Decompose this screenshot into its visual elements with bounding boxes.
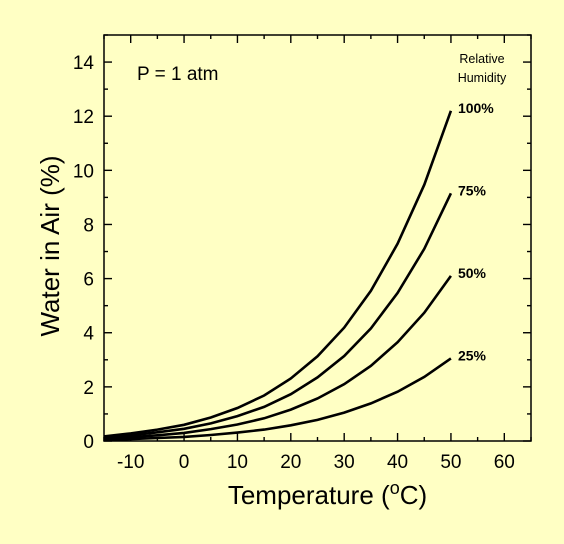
- y-tick-label: 14: [73, 53, 95, 74]
- x-axis-title-superscript: o: [390, 478, 400, 498]
- x-tick-label: 60: [494, 452, 515, 473]
- x-tick-label: 40: [387, 452, 408, 473]
- x-axis-title-unit: C): [400, 480, 427, 510]
- legend-title-line: Humidity: [458, 71, 507, 85]
- x-axis-title-text: Temperature (: [228, 480, 390, 510]
- x-tick-label: 20: [280, 452, 301, 473]
- x-tick-label: -10: [117, 452, 144, 473]
- y-tick-label: 2: [83, 378, 94, 399]
- pressure-annotation: P = 1 atm: [137, 64, 219, 85]
- series-label-75pct: 75%: [458, 182, 487, 198]
- legend-title-line: Relative: [459, 52, 504, 66]
- y-tick-label: 6: [83, 270, 94, 291]
- x-tick-label: 10: [227, 452, 248, 473]
- x-tick-label: 50: [440, 452, 461, 473]
- series-label-100pct: 100%: [458, 100, 494, 116]
- x-tick-label: 0: [179, 452, 190, 473]
- y-tick-label: 10: [73, 161, 94, 182]
- series-label-50pct: 50%: [458, 265, 487, 281]
- series-line-25pct: [103, 357, 452, 442]
- x-axis-title: Temperature (oC): [228, 478, 427, 510]
- y-tick-label: 8: [83, 215, 94, 236]
- y-tick-label: 4: [83, 324, 94, 345]
- series-label-25pct: 25%: [458, 347, 487, 363]
- plot-frame: [103, 34, 532, 442]
- y-tick-label: 12: [73, 107, 94, 128]
- series-line-100pct: [103, 110, 453, 438]
- y-axis-title: Water in Air (%): [35, 155, 65, 336]
- y-tick-label: 0: [83, 432, 94, 453]
- series-line-50pct: [103, 275, 452, 440]
- series-line-75pct: [103, 192, 453, 439]
- x-tick-label: 30: [334, 452, 355, 473]
